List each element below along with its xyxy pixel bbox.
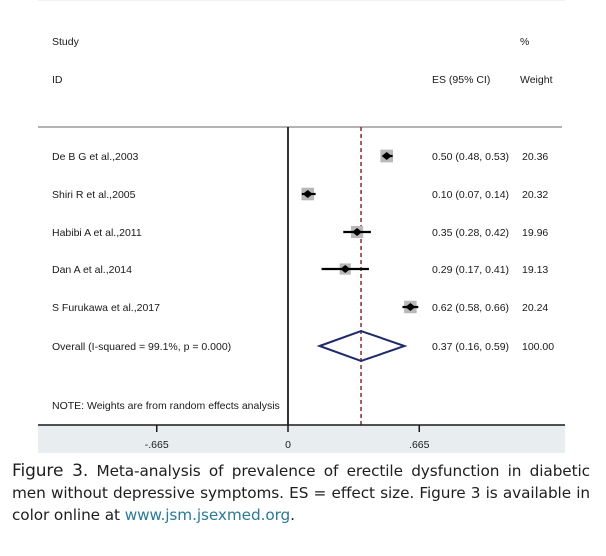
point-estimate-marker: [340, 265, 351, 273]
caption-end: .: [290, 506, 295, 524]
caption-link[interactable]: www.jsm.jsexmed.org: [124, 506, 291, 524]
study-label: De B G et al.,2003: [52, 151, 139, 163]
overall-diamond: [316, 329, 408, 363]
plot-panel: [38, 0, 565, 426]
x-tick-label: 0: [285, 439, 291, 451]
study-es-ci: 0.50 (0.48, 0.53): [432, 151, 509, 163]
header-study: Study: [52, 36, 80, 48]
note-text: NOTE: Weights are from random effects an…: [52, 400, 280, 412]
overall-label: Overall (I-squared = 99.1%, p = 0.000): [52, 341, 231, 353]
study-weight: 19.13: [522, 264, 548, 276]
x-tick-label: .665: [409, 439, 430, 451]
study-label: Shiri R et al.,2005: [52, 189, 136, 201]
figure-caption: Figure 3. Meta-analysis of prevalence of…: [12, 460, 590, 526]
point-estimate-marker: [352, 228, 363, 236]
header-weight: Weight: [520, 74, 553, 86]
study-label: Habibi A et al.,2011: [52, 227, 142, 239]
axis-band: [38, 425, 565, 453]
study-weight: 19.96: [522, 227, 548, 239]
study-es-ci: 0.10 (0.07, 0.14): [432, 189, 509, 201]
study-weight: 20.24: [522, 302, 548, 314]
study-es-ci: 0.62 (0.58, 0.66): [432, 302, 509, 314]
study-label: S Furukawa et al.,2017: [52, 302, 160, 314]
study-label: Dan A et al.,2014: [52, 264, 132, 276]
header-id: ID: [52, 74, 63, 86]
point-estimate-marker: [381, 152, 392, 160]
study-weight: 20.36: [522, 151, 548, 163]
caption-text: Meta-analysis of prevalence of erectile …: [12, 462, 590, 524]
caption-figure-label: Figure 3.: [12, 461, 89, 481]
study-es-ci: 0.29 (0.17, 0.41): [432, 264, 509, 276]
header-es-ci: ES (95% CI): [432, 74, 490, 86]
point-estimate-marker: [302, 190, 313, 198]
study-es-ci: 0.35 (0.28, 0.42): [432, 227, 509, 239]
overall-weight: 100.00: [522, 341, 554, 353]
overall-es-ci: 0.37 (0.16, 0.59): [432, 341, 509, 353]
header-percent: %: [520, 36, 529, 48]
forest-plot: Study ID % ES (95% CI) Weight De B G et …: [38, 36, 565, 451]
x-tick-label: -.665: [145, 439, 169, 451]
study-weight: 20.32: [522, 189, 548, 201]
point-estimate-marker: [405, 303, 416, 311]
